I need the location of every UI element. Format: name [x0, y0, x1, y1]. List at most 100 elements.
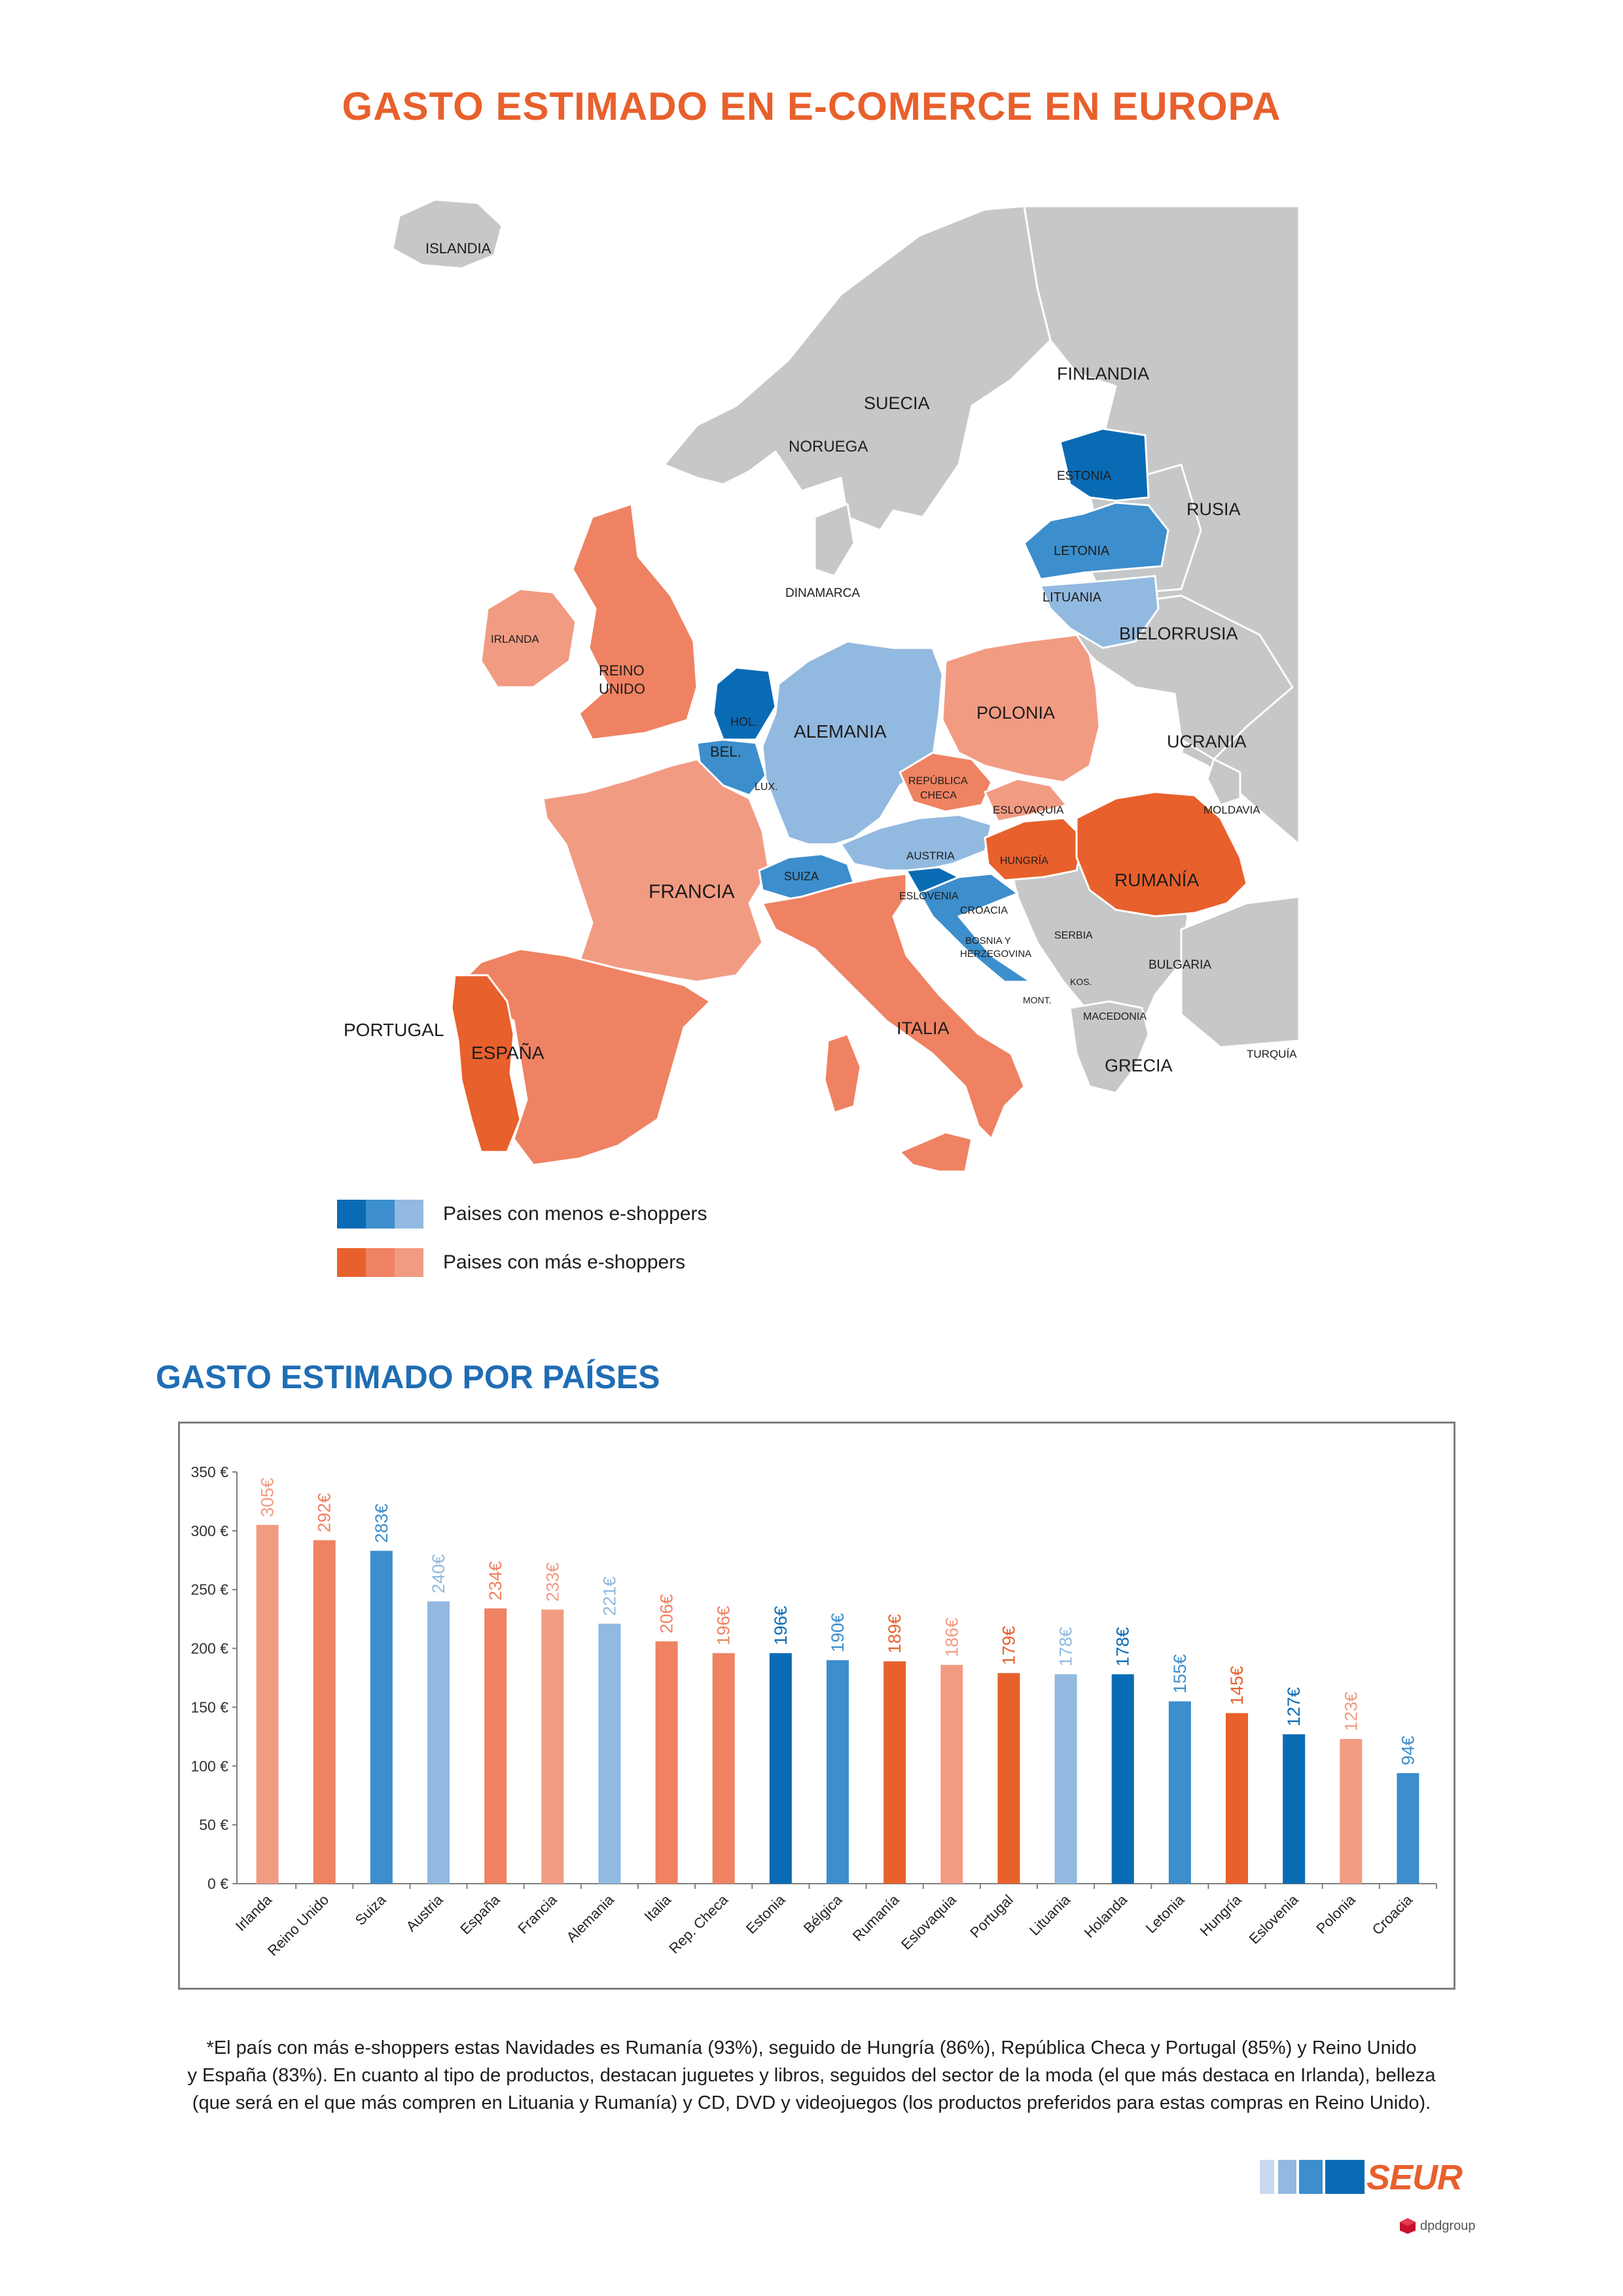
- legend-less-row: Paises con menos e-shoppers: [337, 1199, 707, 1229]
- legend-less-label: Paises con menos e-shoppers: [443, 1203, 707, 1225]
- x-tick-label: Italia: [641, 1891, 675, 1924]
- iceland-shape: [391, 198, 503, 270]
- bar-value-label: 190€: [828, 1613, 847, 1652]
- bar-value-label: 186€: [942, 1618, 961, 1657]
- map-label-hungria: HUNGRÍA: [1000, 854, 1048, 867]
- seur-logo: SEUR: [1366, 2158, 1463, 2197]
- x-tick-label: Rumanía: [849, 1891, 902, 1944]
- bar-value-label: 206€: [657, 1594, 677, 1634]
- bar: [541, 1609, 564, 1884]
- turkey-shape: [1180, 895, 1299, 1049]
- x-tick-label: España: [457, 1891, 503, 1937]
- ireland-shape: [480, 588, 577, 689]
- bar-value-label: 233€: [543, 1562, 562, 1602]
- bar-value-label: 305€: [258, 1478, 277, 1517]
- bar-value-label: 178€: [1113, 1627, 1133, 1666]
- map-label-republica-checa-2: CHECA: [920, 790, 957, 801]
- bar: [256, 1524, 279, 1884]
- slovakia-shape: [984, 778, 1068, 823]
- map-label-finlandia: FINLANDIA: [1057, 364, 1149, 384]
- bar: [1283, 1734, 1306, 1884]
- map-label-bosnia-2: HERZEGOVINA: [960, 948, 1031, 960]
- footnote: *El país con más e-shoppers estas Navida…: [131, 2034, 1492, 2117]
- bar: [655, 1641, 678, 1884]
- bar: [940, 1664, 963, 1884]
- x-tick-label: Estonia: [743, 1891, 789, 1937]
- legend-swatch-blue-mid: [366, 1200, 395, 1229]
- greece-shape: [1069, 1000, 1150, 1094]
- uk-shape: [571, 503, 698, 741]
- map-label-turquia: TURQUÍA: [1247, 1048, 1297, 1060]
- bar-value-label: 240€: [429, 1554, 448, 1594]
- page-title: GASTO ESTIMADO EN E-COMERCE EN EUROPA: [342, 84, 1281, 128]
- map-label-italia: ITALIA: [897, 1018, 950, 1038]
- bar-value-label: 155€: [1170, 1654, 1190, 1693]
- map-label-dinamarca: DINAMARCA: [785, 586, 860, 600]
- portugal-shape: [450, 974, 522, 1153]
- map-label-reino-unido-2: UNIDO: [599, 681, 645, 697]
- x-tick-label: Croacia: [1369, 1891, 1416, 1938]
- legend-more-label: Paises con más e-shoppers: [443, 1251, 686, 1273]
- seur-logo-stripes: [1260, 2160, 1364, 2194]
- map-label-portugal: PORTUGAL: [344, 1020, 444, 1040]
- x-tick-label: Rep. Checa: [666, 1891, 731, 1956]
- map-label-rumania: RUMANÍA: [1115, 870, 1199, 890]
- map-legend: Paises con menos e-shoppers Paises con m…: [337, 1199, 707, 1296]
- sardinia-shape: [823, 1033, 862, 1114]
- map-label-suecia: SUECIA: [864, 393, 930, 413]
- map-label-austria: AUSTRIA: [906, 850, 955, 862]
- map-label-bosnia-1: BOSNIA Y: [965, 935, 1011, 946]
- dpd-cube-icon: [1400, 2218, 1416, 2234]
- bar: [1111, 1674, 1134, 1884]
- map-label-hol: HOL.: [730, 715, 758, 728]
- france-shape: [542, 758, 770, 983]
- footnote-line: *El país con más e-shoppers estas Navida…: [206, 2037, 1417, 2058]
- bar-value-label: 127€: [1284, 1687, 1304, 1727]
- romania-shape: [1075, 791, 1248, 918]
- map-label-grecia: GRECIA: [1105, 1056, 1173, 1075]
- bar: [427, 1601, 450, 1884]
- legend-swatch-blue-light: [395, 1200, 423, 1229]
- legend-swatch-orange-light: [395, 1248, 423, 1277]
- x-tick-label: Polonia: [1313, 1891, 1359, 1937]
- x-tick-label: Suiza: [352, 1891, 389, 1928]
- latvia-shape: [1023, 501, 1169, 581]
- map-label-bielorrusia: BIELORRUSIA: [1119, 624, 1238, 643]
- bar: [769, 1653, 792, 1884]
- y-tick-label: 150 €: [190, 1698, 228, 1715]
- y-tick-label: 350 €: [190, 1463, 228, 1480]
- x-tick-label: Reino Unido: [264, 1892, 332, 1959]
- dpdgroup-logo: dpdgroup: [1399, 2217, 1476, 2234]
- x-tick-label: Bélgica: [800, 1891, 846, 1936]
- moldova-shape: [1206, 758, 1241, 806]
- legend-more-row: Paises con más e-shoppers: [337, 1247, 707, 1278]
- bar: [1340, 1738, 1363, 1884]
- x-tick-label: Lituania: [1026, 1891, 1074, 1939]
- sicily-shape: [899, 1131, 973, 1173]
- bar: [484, 1608, 507, 1884]
- map-label-ucrania: UCRANIA: [1167, 732, 1247, 751]
- map-label-bulgaria: BULGARIA: [1149, 958, 1211, 972]
- europe-map-svg: ISLANDIA FINLANDIA SUECIA NORUEGA ESTONIA RUS…: [344, 198, 1299, 1173]
- map-label-espana: ESPAÑA: [471, 1043, 544, 1063]
- legend-swatch-blue-dark: [337, 1200, 366, 1229]
- legend-swatch-orange-dark: [337, 1248, 366, 1277]
- bar-value-label: 292€: [315, 1493, 334, 1532]
- y-tick-label: 250 €: [190, 1581, 228, 1598]
- bar: [370, 1551, 393, 1884]
- y-tick-label: 50 €: [199, 1816, 228, 1833]
- legend-swatch-orange-mid: [366, 1248, 395, 1277]
- bar-value-label: 189€: [885, 1614, 904, 1653]
- italy-shape: [761, 872, 1026, 1140]
- bar-value-label: 178€: [1056, 1627, 1076, 1666]
- bar: [1054, 1674, 1077, 1884]
- x-tick-label: Letonia: [1143, 1891, 1188, 1936]
- map-label-eslovenia: ESLOVENIA: [899, 891, 959, 902]
- map-label-serbia: SERBIA: [1054, 930, 1093, 941]
- germany-shape: [761, 640, 944, 846]
- y-tick-label: 0 €: [207, 1875, 228, 1892]
- europe-map: ISLANDIA FINLANDIA SUECIA NORUEGA ESTONIA RUS…: [330, 190, 1299, 1217]
- map-label-republica-checa-1: REPÚBLICA: [908, 774, 968, 787]
- bar-chart-frame: 0 € 50 € 100 € 150 € 200 € 250 € 300 € 350 € 305…: [178, 1422, 1455, 1990]
- croatia-shape: [918, 872, 1032, 983]
